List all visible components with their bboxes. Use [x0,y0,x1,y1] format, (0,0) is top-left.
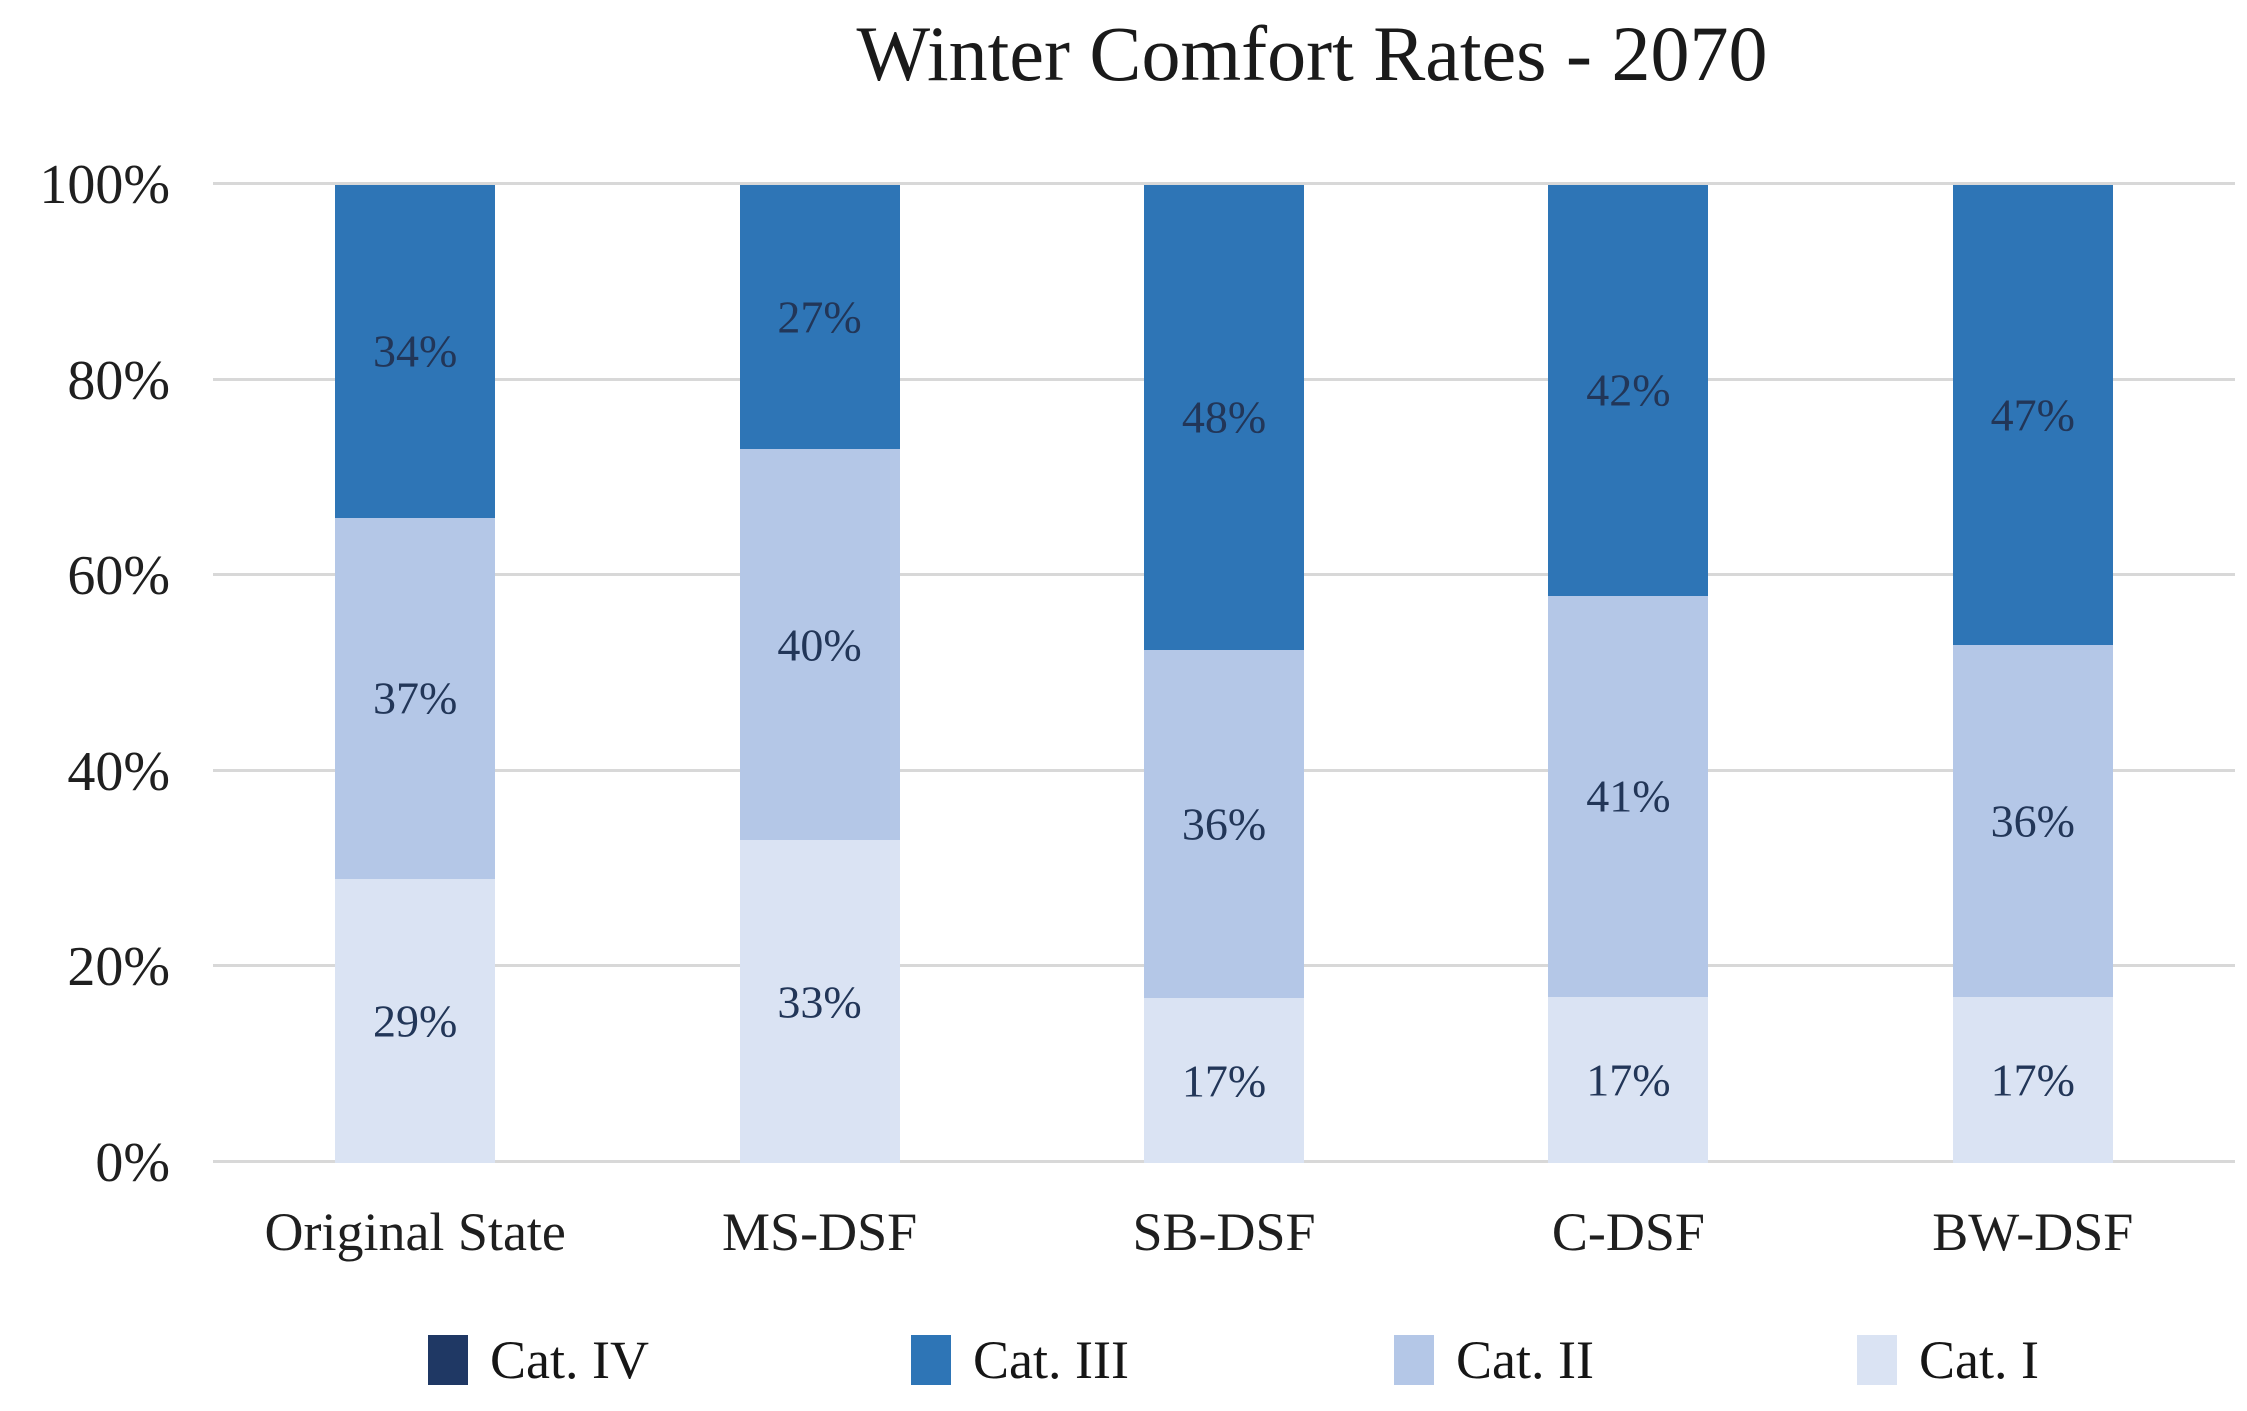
segment-cat-ii-bw-dsf: 36% [1952,644,2113,997]
segment-value-label: 17% [1990,1054,2075,1106]
segment-value-label: 27% [777,291,862,343]
segment-cat-ii-ms-dsf: 40% [739,449,900,841]
legend-label-cat-i: Cat. I [1919,1330,2039,1390]
legend-item-cat-ii: Cat. II [1394,1330,1594,1390]
segment-cat-iii-original-state: 34% [335,185,496,518]
segment-cat-i-sb-dsf: 17% [1144,998,1304,1163]
y-axis-tick-label-20: 20% [67,936,170,999]
segment-cat-iii-sb-dsf: 48% [1144,185,1304,650]
segment-cat-iii-c-dsf: 42% [1548,185,1709,596]
segment-cat-ii-sb-dsf: 36% [1144,649,1304,999]
x-axis-label-sb-dsf: SB-DSF [1132,1202,1316,1262]
segment-value-label: 48% [1181,391,1267,443]
segment-value-label: 42% [1586,364,1671,416]
legend-label-cat-iv: Cat. IV [490,1330,649,1390]
legend-item-cat-iv: Cat. IV [428,1330,649,1390]
y-axis-tick-label-40: 40% [67,740,170,803]
segment-value-label: 36% [1181,798,1267,850]
legend-swatch-cat-iv [428,1335,468,1385]
y-axis-tick-label-100: 100% [39,154,170,216]
y-axis-tick-label-60: 60% [67,545,170,608]
bar-original-state: 29% 37% 34% [335,185,496,1163]
segment-value-label: 40% [777,619,862,671]
segment-cat-iii-ms-dsf: 27% [739,185,900,450]
segment-cat-i-bw-dsf: 17% [1952,996,2113,1163]
x-axis-label-bw-dsf: BW-DSF [1932,1202,2134,1262]
legend-swatch-cat-ii [1394,1335,1434,1385]
bar-bw-dsf: 17% 36% 47% [1952,185,2113,1163]
bar-ms-dsf: 33% 40% 27% [739,185,900,1163]
legend-label-cat-ii: Cat. II [1456,1330,1594,1390]
segment-cat-i-c-dsf: 17% [1548,996,1709,1163]
segment-value-label: 41% [1586,770,1671,822]
legend-item-cat-iii: Cat. III [911,1330,1129,1390]
x-axis-label-c-dsf: C-DSF [1551,1202,1705,1262]
x-axis-label-original-state: Original State [264,1202,566,1262]
plot-area: 29% 37% 34% 33% 40% 27% 17% 36% 48% 17% 41% 42% 17% 3… [213,182,2235,1163]
bar-sb-dsf: 17% 36% 48% [1144,185,1304,1163]
legend-label-cat-iii: Cat. III [973,1330,1129,1390]
segment-value-label: 29% [373,995,458,1047]
segment-cat-i-original-state: 29% [335,879,496,1163]
gridline-100 [213,182,2235,185]
legend-swatch-cat-i [1857,1335,1897,1385]
legend-item-cat-i: Cat. I [1857,1330,2039,1390]
bar-c-dsf: 17% 41% 42% [1548,185,1709,1163]
segment-value-label: 33% [777,976,862,1028]
segment-value-label: 37% [373,672,458,724]
segment-value-label: 17% [1181,1055,1267,1107]
y-axis-tick-label-80: 80% [67,349,170,412]
segment-value-label: 47% [1990,389,2075,441]
segment-cat-ii-original-state: 37% [335,517,496,880]
segment-cat-ii-c-dsf: 41% [1548,595,1709,997]
segment-cat-i-ms-dsf: 33% [739,840,900,1163]
segment-value-label: 17% [1586,1054,1671,1106]
x-axis-label-ms-dsf: MS-DSF [722,1202,918,1262]
segment-cat-iii-bw-dsf: 47% [1952,185,2113,645]
segment-value-label: 36% [1990,795,2075,847]
legend-swatch-cat-iii [911,1335,951,1385]
segment-value-label: 34% [373,325,458,377]
legend: Cat. IV Cat. III Cat. II Cat. I [0,1330,2247,1394]
y-axis-tick-label-0: 0% [95,1132,170,1194]
chart-title: Winter Comfort Rates - 2070 [856,10,1768,97]
